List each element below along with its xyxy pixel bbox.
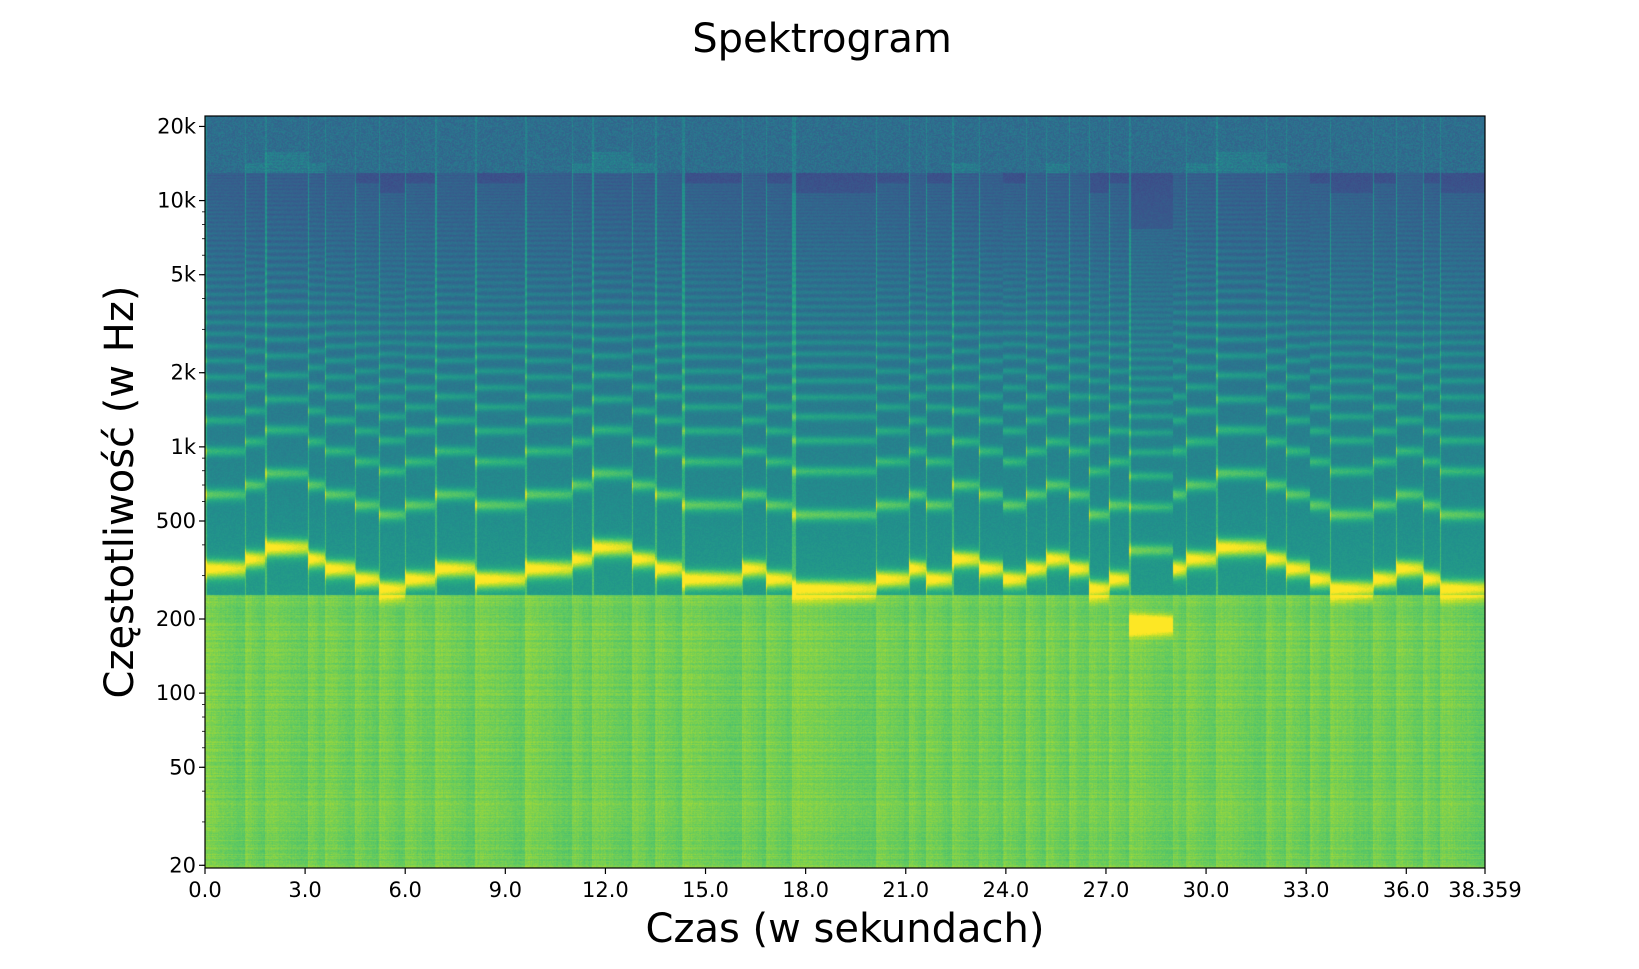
x-tick-label: 18.0: [782, 878, 829, 902]
x-tick-label: 9.0: [489, 878, 522, 902]
x-axis-label: Czas (w sekundach): [646, 906, 1045, 952]
y-tick-label: 100: [156, 681, 196, 705]
spectrogram-heatmap: [205, 116, 1485, 868]
x-tick-label: 3.0: [288, 878, 321, 902]
x-tick-label: 0.0: [188, 878, 221, 902]
plot-frame: [204, 115, 1486, 869]
y-tick-label: 20: [169, 853, 196, 877]
plot-area: [204, 115, 1486, 869]
y-tick-label: 500: [156, 509, 196, 533]
y-axis: 20 50 100 200 500 1k 2k 5k 10k 20k: [156, 114, 205, 877]
x-tick-label: 12.0: [582, 878, 629, 902]
x-tick-label: 33.0: [1283, 878, 1330, 902]
x-tick-label: 27.0: [1083, 878, 1130, 902]
y-tick-label: 50: [169, 755, 196, 779]
y-tick-label: 20k: [157, 114, 197, 138]
y-tick-label: 10k: [157, 189, 197, 213]
y-tick-label: 2k: [170, 361, 196, 385]
chart-title: Spektrogram: [692, 16, 952, 62]
x-axis: 0.0 3.0 6.0 9.0 12.0 15.0 18.0 21.0 24.0 27.0 30.0…: [188, 868, 1522, 902]
x-tick-label: 30.0: [1183, 878, 1230, 902]
x-tick-label: 6.0: [389, 878, 422, 902]
x-tick-label: 15.0: [682, 878, 729, 902]
x-tick-label: 36.0: [1383, 878, 1430, 902]
x-tick-label: 24.0: [982, 878, 1029, 902]
y-tick-label: 1k: [170, 435, 196, 459]
y-axis-label: Częstotliwość (w Hz): [97, 286, 143, 699]
y-tick-label: 200: [156, 607, 196, 631]
y-tick-label: 5k: [170, 263, 196, 287]
x-tick-label: 38.359: [1448, 878, 1521, 902]
x-tick-label: 21.0: [882, 878, 929, 902]
